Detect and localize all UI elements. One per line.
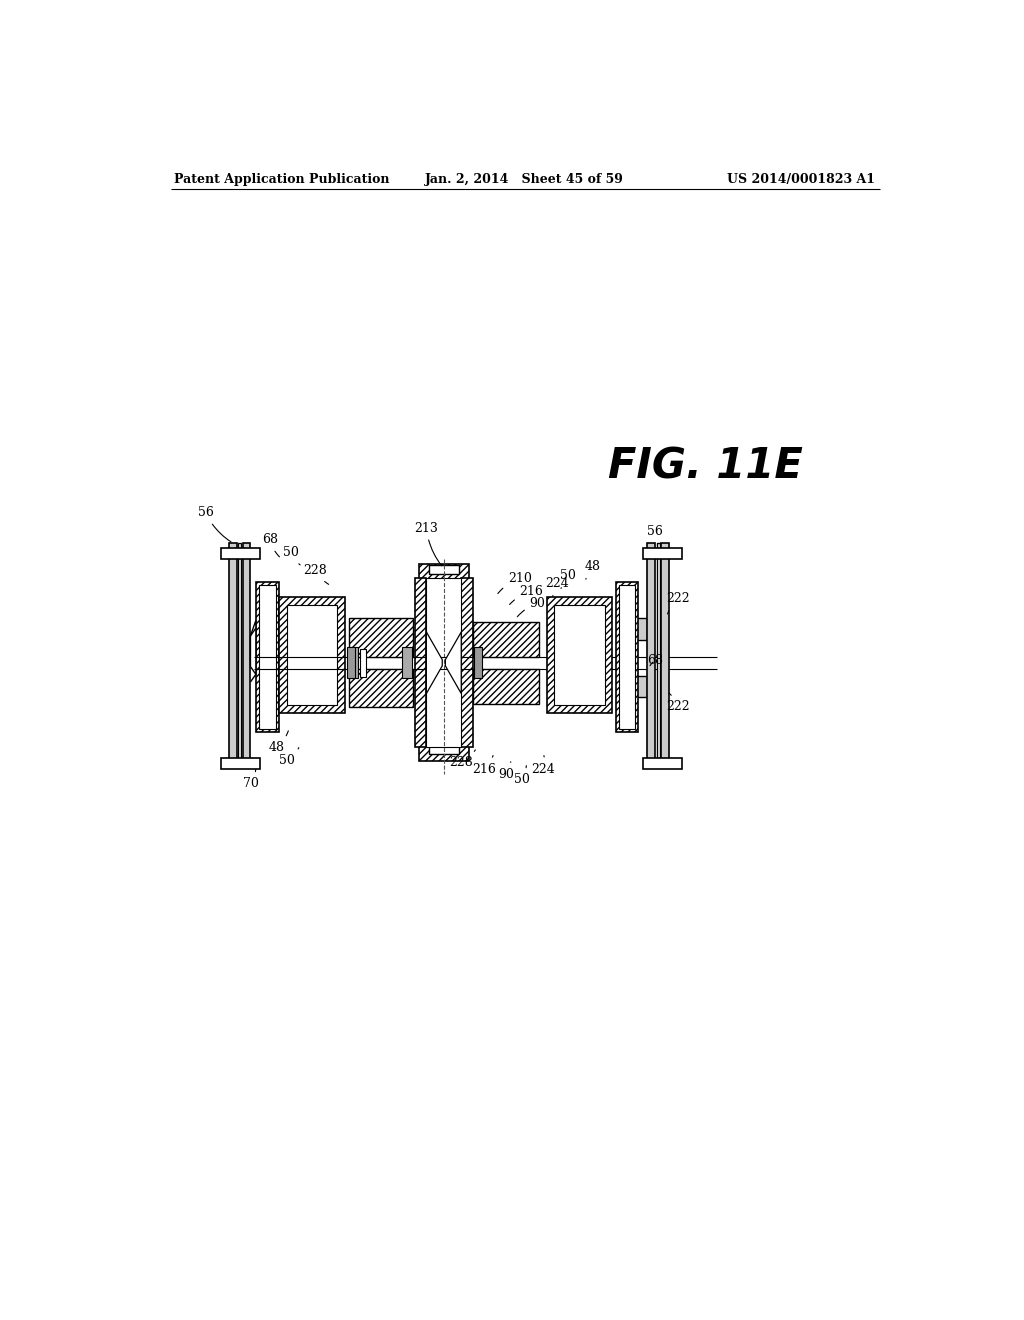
Bar <box>259 585 276 729</box>
Bar <box>426 578 461 747</box>
Text: 68: 68 <box>647 653 663 667</box>
Text: 224: 224 <box>546 577 569 597</box>
Text: 50: 50 <box>560 569 577 589</box>
Bar <box>349 618 414 656</box>
Text: 224: 224 <box>530 755 555 776</box>
Bar <box>419 739 469 762</box>
Bar <box>547 597 612 713</box>
Text: 216: 216 <box>472 755 497 776</box>
Text: 90: 90 <box>499 762 514 781</box>
Bar <box>221 548 260 558</box>
Text: Patent Application Publication: Patent Application Publication <box>174 173 390 186</box>
Bar <box>429 565 459 574</box>
Bar <box>643 758 682 770</box>
Bar <box>221 758 260 770</box>
Bar <box>474 647 482 678</box>
Text: 56: 56 <box>647 525 663 544</box>
Text: FIG. 11E: FIG. 11E <box>608 445 803 487</box>
Text: 90: 90 <box>517 597 546 616</box>
Text: 56: 56 <box>198 506 231 543</box>
Text: 210: 210 <box>498 572 531 594</box>
Bar <box>349 669 414 708</box>
Bar <box>359 649 366 677</box>
Polygon shape <box>251 620 256 675</box>
Text: 222: 222 <box>667 593 690 614</box>
Text: 228: 228 <box>304 564 329 585</box>
Polygon shape <box>445 632 461 693</box>
Bar <box>415 578 426 747</box>
Bar <box>473 669 539 704</box>
Bar <box>473 622 539 656</box>
Bar <box>228 544 237 767</box>
Bar <box>616 582 638 733</box>
Bar <box>630 676 647 697</box>
Text: 50: 50 <box>279 747 299 767</box>
Bar <box>643 548 682 558</box>
Text: 216: 216 <box>510 585 544 605</box>
Text: 48: 48 <box>585 560 601 579</box>
Text: 222: 222 <box>667 693 690 713</box>
Bar <box>647 544 655 767</box>
Bar <box>238 544 241 767</box>
Bar <box>429 744 459 754</box>
Bar <box>419 564 469 586</box>
Text: 48: 48 <box>268 731 289 754</box>
Bar <box>656 544 659 767</box>
Bar <box>256 582 280 733</box>
Bar <box>461 578 473 747</box>
Text: 50: 50 <box>514 766 529 787</box>
Bar <box>662 544 669 767</box>
Bar <box>287 605 337 705</box>
Bar <box>280 597 345 713</box>
Bar <box>243 544 251 767</box>
Text: 228: 228 <box>450 750 475 770</box>
Bar <box>347 647 355 678</box>
Polygon shape <box>426 632 442 693</box>
Bar <box>402 647 412 678</box>
Text: Jan. 2, 2014   Sheet 45 of 59: Jan. 2, 2014 Sheet 45 of 59 <box>425 173 625 186</box>
Text: US 2014/0001823 A1: US 2014/0001823 A1 <box>727 173 876 186</box>
Text: 50: 50 <box>283 546 300 565</box>
Bar <box>630 618 647 640</box>
Text: 70: 70 <box>243 770 258 791</box>
Text: 68: 68 <box>262 533 280 557</box>
Bar <box>620 585 635 729</box>
Text: 213: 213 <box>415 521 441 566</box>
Bar <box>554 605 604 705</box>
Bar <box>349 647 358 678</box>
